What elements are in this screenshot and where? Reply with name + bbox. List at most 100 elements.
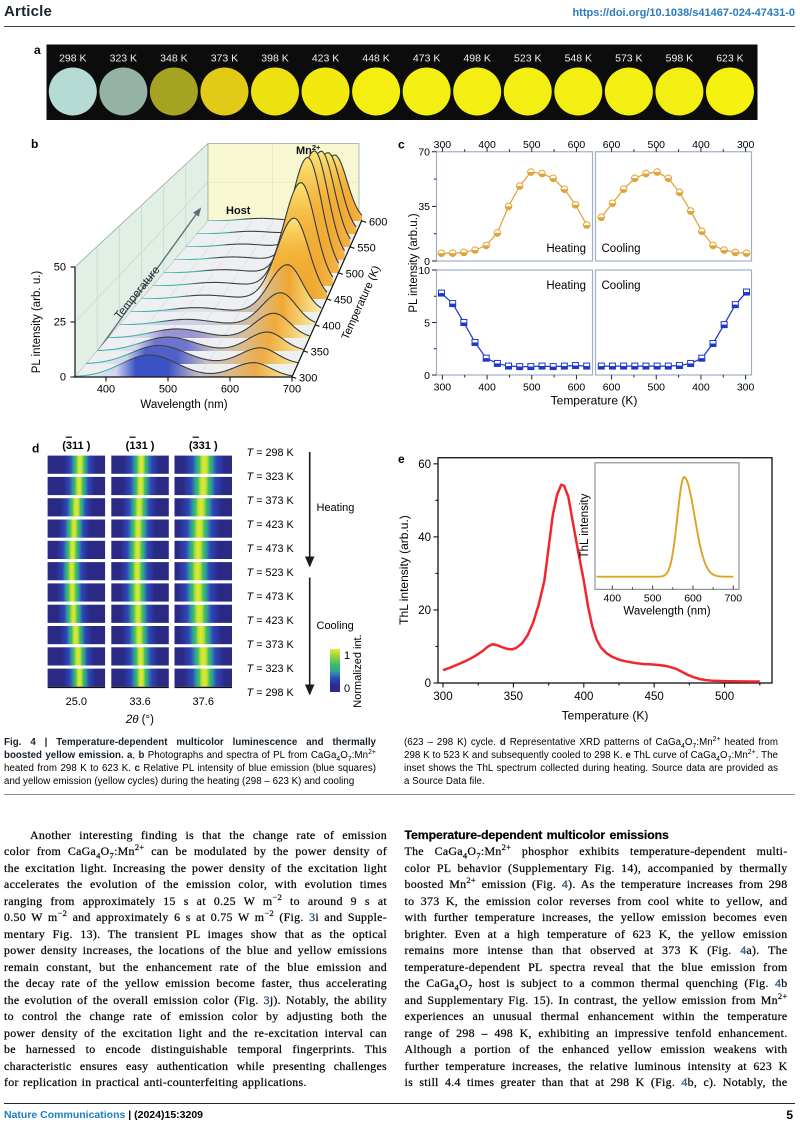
svg-text:498 K: 498 K [463, 53, 490, 65]
svg-text:Heating: Heating [546, 280, 586, 292]
svg-text:323 K: 323 K [110, 53, 137, 65]
svg-text:500: 500 [647, 382, 665, 394]
svg-text:600: 600 [568, 382, 586, 394]
svg-text:300: 300 [434, 139, 452, 151]
svg-text:37.6: 37.6 [193, 696, 214, 708]
svg-text:500: 500 [647, 139, 665, 151]
svg-text:Cooling: Cooling [602, 280, 641, 292]
svg-text:PL intensity (arb. u.): PL intensity (arb. u.) [31, 271, 43, 374]
svg-text:500: 500 [523, 139, 541, 151]
svg-text:Heating: Heating [317, 502, 355, 514]
svg-text:600: 600 [684, 593, 702, 605]
svg-text:Temperature (K): Temperature (K) [562, 709, 649, 723]
svg-text:423 K: 423 K [312, 53, 339, 65]
svg-text:35: 35 [418, 201, 430, 213]
svg-text:Temperature (K): Temperature (K) [551, 394, 638, 408]
svg-text:Cooling: Cooling [317, 620, 354, 632]
svg-text:600: 600 [369, 217, 387, 229]
svg-text:500: 500 [523, 382, 541, 394]
svg-text:33.6: 33.6 [129, 696, 150, 708]
svg-text:300: 300 [299, 373, 317, 385]
svg-text:400: 400 [604, 593, 622, 605]
svg-text:600: 600 [221, 384, 239, 396]
svg-text:1: 1 [344, 650, 350, 662]
svg-text:373 K: 373 K [211, 53, 238, 65]
svg-text:Wavelength (nm): Wavelength (nm) [623, 606, 710, 618]
svg-text:500: 500 [159, 384, 177, 396]
svg-text:500: 500 [644, 593, 662, 605]
svg-text:500: 500 [346, 269, 364, 281]
svg-text:350: 350 [504, 691, 523, 703]
svg-text:450: 450 [334, 295, 352, 307]
svg-text:300: 300 [433, 691, 452, 703]
svg-text:400: 400 [478, 139, 496, 151]
svg-text:400: 400 [574, 691, 593, 703]
svg-text:623 K: 623 K [716, 53, 743, 65]
svg-text:0: 0 [425, 678, 431, 690]
svg-text:300: 300 [434, 382, 452, 394]
svg-text:ThL intensity (arb.u.): ThL intensity (arb.u.) [397, 515, 411, 625]
svg-text:(131 ): (131 ) [126, 440, 155, 452]
svg-text:25: 25 [54, 317, 66, 329]
svg-text:400: 400 [692, 139, 710, 151]
svg-text:350: 350 [311, 347, 329, 359]
svg-text:348 K: 348 K [160, 53, 187, 65]
svg-text:598 K: 598 K [666, 53, 693, 65]
svg-text:Normalized int.: Normalized int. [352, 634, 364, 707]
svg-text:Wavelength (nm): Wavelength (nm) [140, 399, 227, 411]
svg-text:T = 423 K: T = 423 K [247, 615, 295, 627]
svg-text:400: 400 [97, 384, 115, 396]
svg-text:700: 700 [283, 384, 301, 396]
svg-text:300: 300 [737, 382, 755, 394]
svg-text:Heating: Heating [546, 243, 586, 255]
svg-text:500: 500 [715, 691, 734, 703]
svg-text:700: 700 [725, 593, 743, 605]
svg-text:Cooling: Cooling [602, 243, 641, 255]
svg-text:0: 0 [344, 683, 350, 695]
svg-text:400: 400 [692, 382, 710, 394]
svg-text:60: 60 [418, 459, 431, 471]
svg-text:600: 600 [603, 139, 621, 151]
svg-text:ThL intensity: ThL intensity [579, 493, 591, 558]
svg-text:T = 473 K: T = 473 K [247, 543, 295, 555]
svg-text:c: c [398, 138, 405, 152]
svg-text:40: 40 [418, 532, 431, 544]
svg-text:400: 400 [322, 321, 340, 333]
svg-text:50: 50 [54, 262, 66, 274]
svg-text:448 K: 448 K [362, 53, 389, 65]
svg-text:T = 298 K: T = 298 K [247, 447, 295, 459]
svg-text:0: 0 [60, 372, 66, 384]
svg-text:450: 450 [645, 691, 664, 703]
svg-text:T = 523 K: T = 523 K [247, 567, 295, 579]
svg-text:473 K: 473 K [413, 53, 440, 65]
svg-text:a: a [34, 43, 41, 57]
svg-text:d: d [32, 442, 39, 456]
svg-text:398 K: 398 K [261, 53, 288, 65]
svg-text:300: 300 [737, 139, 755, 151]
svg-text:Host: Host [226, 205, 251, 217]
svg-text:T = 373 K: T = 373 K [247, 639, 295, 651]
svg-text:T = 423 K: T = 423 K [247, 519, 295, 531]
svg-text:5: 5 [424, 317, 430, 329]
svg-text:T = 323 K: T = 323 K [247, 663, 295, 675]
svg-text:600: 600 [568, 139, 586, 151]
svg-text:298 K: 298 K [59, 53, 86, 65]
svg-text:T = 323 K: T = 323 K [247, 471, 295, 483]
svg-text:(311 ): (311 ) [62, 440, 90, 452]
svg-text:b: b [31, 137, 38, 151]
svg-text:573 K: 573 K [615, 53, 642, 65]
svg-text:70: 70 [418, 147, 430, 159]
svg-text:T = 298 K: T = 298 K [247, 687, 295, 699]
svg-text:548 K: 548 K [565, 53, 592, 65]
svg-text:e: e [398, 452, 405, 466]
svg-text:PL intensity (arb.u.): PL intensity (arb.u.) [408, 213, 420, 312]
svg-text:600: 600 [603, 382, 621, 394]
svg-text:(331 ): (331 ) [189, 440, 218, 452]
svg-text:T = 473 K: T = 473 K [247, 591, 295, 603]
svg-text:10: 10 [418, 265, 430, 277]
svg-text:0: 0 [424, 256, 430, 268]
svg-text:20: 20 [418, 605, 431, 617]
svg-text:2θ (°): 2θ (°) [125, 714, 154, 726]
svg-text:25.0: 25.0 [66, 696, 87, 708]
svg-text:0: 0 [424, 370, 430, 382]
